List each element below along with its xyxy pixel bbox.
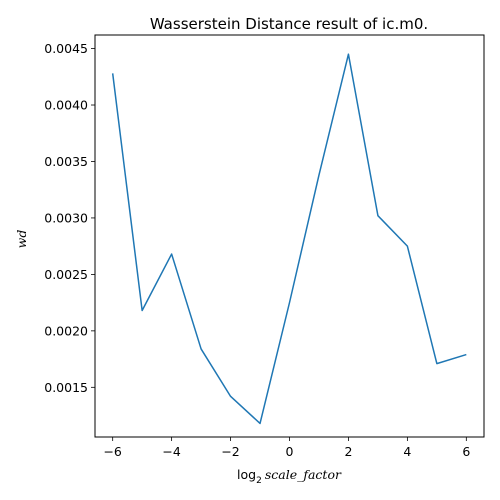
y-tick-label: 0.0025 (44, 267, 88, 282)
x-tick-label: 4 (403, 444, 411, 459)
y-tick-label: 0.0030 (44, 210, 88, 225)
x-tick-label: 0 (286, 444, 294, 459)
y-tick-label: 0.0035 (44, 154, 88, 169)
x-axis-label: log2 scale_factor (237, 467, 342, 486)
y-tick-label: 0.0020 (44, 323, 88, 338)
y-tick-label: 0.0045 (44, 41, 88, 56)
x-tick-label: −6 (103, 444, 121, 459)
x-axis: −6 −4 −2 0 2 4 6 (103, 437, 470, 459)
y-tick-label: 0.0040 (44, 98, 88, 113)
y-tick-label: 0.0015 (44, 380, 88, 395)
series-line (111, 53, 467, 425)
x-tick-label: −4 (162, 444, 180, 459)
y-axis-label: wd (14, 230, 29, 249)
y-axis: 0.0015 0.0020 0.0025 0.0030 0.0035 0.0040 0.00… (44, 41, 95, 395)
plot-frame (94, 34, 485, 438)
x-tick-label: −2 (221, 444, 239, 459)
x-tick-label: 2 (344, 444, 352, 459)
chart-title: Wasserstein Distance result of ic.m0. (150, 15, 428, 33)
x-tick-label: 6 (462, 444, 470, 459)
